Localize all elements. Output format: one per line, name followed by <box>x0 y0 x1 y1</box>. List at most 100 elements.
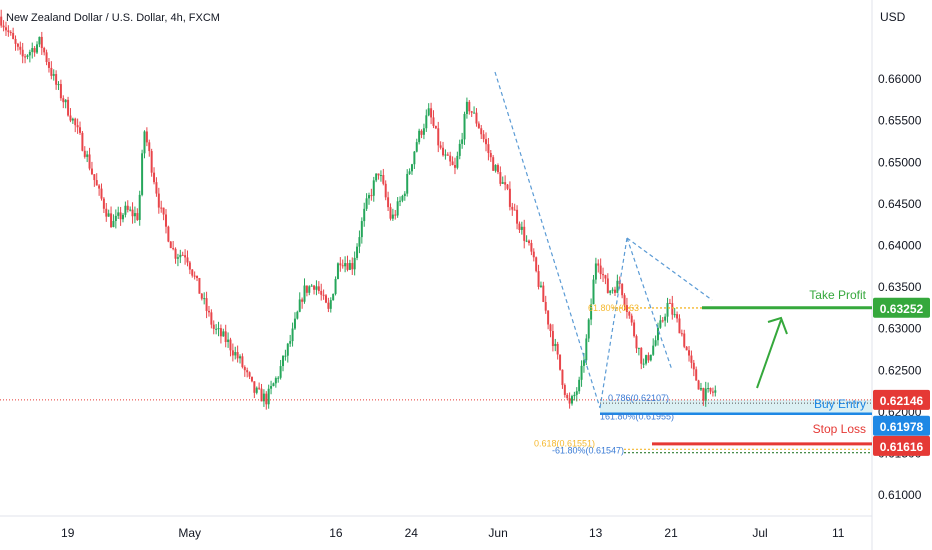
candle-body <box>664 316 667 321</box>
candle-body <box>625 305 628 312</box>
candle-body <box>262 393 265 402</box>
candle-body <box>661 320 664 322</box>
candle-body <box>377 173 380 176</box>
buy-entry-price-badge-bg[interactable] <box>873 415 930 436</box>
symbol-title: New Zealand Dollar / U.S. Dollar, 4h, FX… <box>6 12 220 24</box>
candle-body <box>621 283 624 296</box>
candle-body <box>162 207 165 215</box>
fib-label-618: 61.80%(0.63 <box>588 303 639 313</box>
candle-body <box>148 142 151 152</box>
candle-body <box>57 84 60 86</box>
candle-body <box>131 209 134 217</box>
candle-body <box>198 277 201 294</box>
candle-body <box>709 388 712 392</box>
candle-body <box>554 343 557 347</box>
candle-body <box>501 182 504 184</box>
candle-body <box>654 340 657 346</box>
candle-body <box>313 285 316 290</box>
candle-body <box>296 311 299 319</box>
candle-body <box>121 214 124 220</box>
candle-body <box>582 360 585 366</box>
candle-body <box>236 352 239 359</box>
candle-body <box>298 299 301 312</box>
y-tick-label: 0.65000 <box>878 155 922 169</box>
candle-body <box>119 212 122 220</box>
candle-body <box>129 209 132 211</box>
candle-body <box>110 213 113 228</box>
candle-body <box>322 294 325 296</box>
candle-body <box>205 298 208 311</box>
x-tick-label: 24 <box>405 526 419 540</box>
x-tick-label: Jun <box>488 526 507 540</box>
candle-body <box>336 263 339 279</box>
candle-body <box>475 112 478 124</box>
candle-body <box>690 355 693 363</box>
candle-body <box>231 350 234 356</box>
candle-body <box>430 108 433 118</box>
candle-body <box>492 157 495 171</box>
candle-body <box>181 254 184 256</box>
candle-body <box>585 338 588 361</box>
candle-body <box>463 114 466 140</box>
candle-body <box>12 32 15 39</box>
candle-body <box>351 263 354 270</box>
candle-body <box>114 215 117 221</box>
candle-body <box>7 30 10 33</box>
candle-body <box>358 237 361 247</box>
trade-annotations[interactable]: Take Profit Buy Entry Stop Loss 61.80%(0.63… <box>0 71 930 456</box>
candle-body <box>688 350 691 356</box>
stop-loss-price-badge-bg[interactable] <box>873 435 930 456</box>
take-profit-price-badge-bg[interactable] <box>873 297 930 318</box>
candle-body <box>45 52 48 63</box>
candle-body <box>518 223 521 230</box>
candle-body <box>446 154 449 156</box>
candle-body <box>704 388 707 401</box>
candle-body <box>642 363 645 365</box>
y-tick-label: 0.63000 <box>878 322 922 336</box>
candle-body <box>578 379 581 392</box>
candle-body <box>439 145 442 148</box>
candle-body <box>461 139 464 144</box>
candle-body <box>630 315 633 323</box>
candle-body <box>253 381 256 393</box>
candle-body <box>633 322 636 337</box>
candle-body <box>100 188 103 199</box>
candle-body <box>200 293 203 299</box>
candle-body <box>86 154 89 157</box>
candle-body <box>157 193 160 208</box>
candle-body <box>169 241 172 249</box>
candle-body <box>212 324 215 329</box>
candle-body <box>50 67 53 76</box>
candle-body <box>420 130 423 135</box>
candle-body <box>301 299 304 302</box>
candle-body <box>699 388 702 390</box>
pattern-dashed-line <box>599 237 628 409</box>
candle-body <box>592 279 595 305</box>
buy-entry-price-badge: 0.61978 <box>880 420 924 434</box>
candle-body <box>422 128 425 135</box>
y-tick-label: 0.66000 <box>878 72 922 86</box>
candle-body <box>303 285 306 302</box>
candle-body <box>387 197 390 208</box>
pattern-dashed-line <box>626 237 673 371</box>
candle-body <box>508 188 511 207</box>
candle-body <box>668 302 671 304</box>
plot-area <box>0 0 872 516</box>
candle-body <box>444 154 447 156</box>
candle-body <box>692 362 695 370</box>
candle-body <box>671 303 674 315</box>
candle-body <box>293 318 296 329</box>
candle-body <box>184 255 187 258</box>
candle-body <box>575 391 578 395</box>
candle-body <box>334 278 337 294</box>
candle-body <box>523 226 526 241</box>
candle-body <box>480 128 483 135</box>
candle-body <box>494 165 497 171</box>
current-price-badge-bg[interactable] <box>873 389 930 410</box>
candlestick-series[interactable] <box>0 9 717 410</box>
candle-body <box>310 285 313 287</box>
candle-body <box>24 56 27 58</box>
candle-body <box>549 324 552 332</box>
candle-body <box>685 346 688 351</box>
